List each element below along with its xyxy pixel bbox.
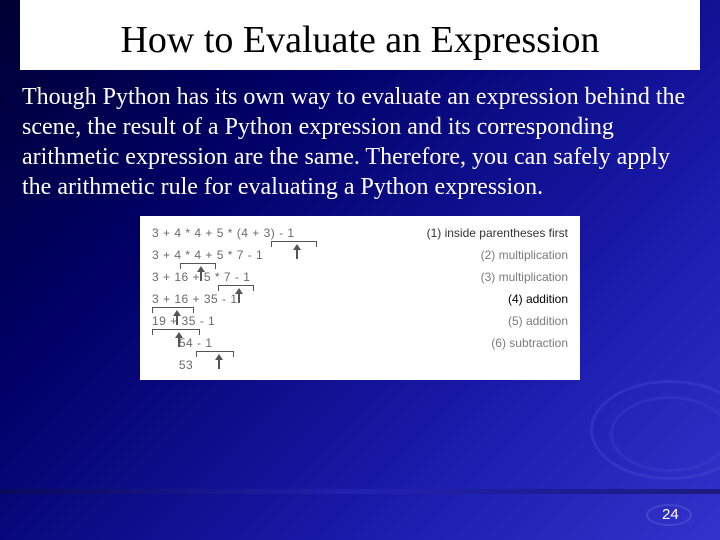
expr-text: 53 [152, 358, 193, 372]
page-number-text: 24 [662, 506, 679, 523]
diagram-step: 3 + 4 * 4 + 5 * 7 - 1 (2) multiplication [152, 248, 568, 262]
expr-text: 3 + 4 * 4 + 5 * (4 + 3) - 1 [152, 226, 295, 240]
step-note: (4) addition [508, 292, 568, 306]
page-number: 24 [648, 502, 694, 528]
diagram-step: 54 - 1 (6) subtraction [152, 336, 568, 350]
slide-title: How to Evaluate an Expression [20, 0, 700, 70]
expr-text: 19 + 35 - 1 [152, 314, 215, 328]
diagram-step: 3 + 16 + 35 - 1 (4) addition [152, 292, 568, 306]
diagram-step: 3 + 16 + 5 * 7 - 1 (3) multiplication [152, 270, 568, 284]
decoration-strip [0, 489, 720, 494]
diagram-step: 19 + 35 - 1 (5) addition [152, 314, 568, 328]
evaluation-diagram: 3 + 4 * 4 + 5 * (4 + 3) - 1 (1) inside p… [140, 216, 580, 380]
step-note: (5) addition [508, 314, 568, 328]
diagram-step: 53 [152, 358, 568, 372]
expr-text: 3 + 16 + 5 * 7 - 1 [152, 270, 250, 284]
decoration-ring [610, 396, 720, 472]
step-note: (3) multiplication [481, 270, 568, 284]
step-note: (1) inside parentheses first [427, 226, 568, 240]
expr-text: 3 + 16 + 35 - 1 [152, 292, 238, 306]
diagram-step: 3 + 4 * 4 + 5 * (4 + 3) - 1 (1) inside p… [152, 226, 568, 240]
expr-text: 54 - 1 [152, 336, 213, 350]
step-note: (2) multiplication [481, 248, 568, 262]
slide: How to Evaluate an Expression Though Pyt… [0, 0, 720, 540]
step-note: (6) subtraction [491, 336, 568, 350]
slide-body: Though Python has its own way to evaluat… [0, 82, 720, 202]
expr-text: 3 + 4 * 4 + 5 * 7 - 1 [152, 248, 263, 262]
